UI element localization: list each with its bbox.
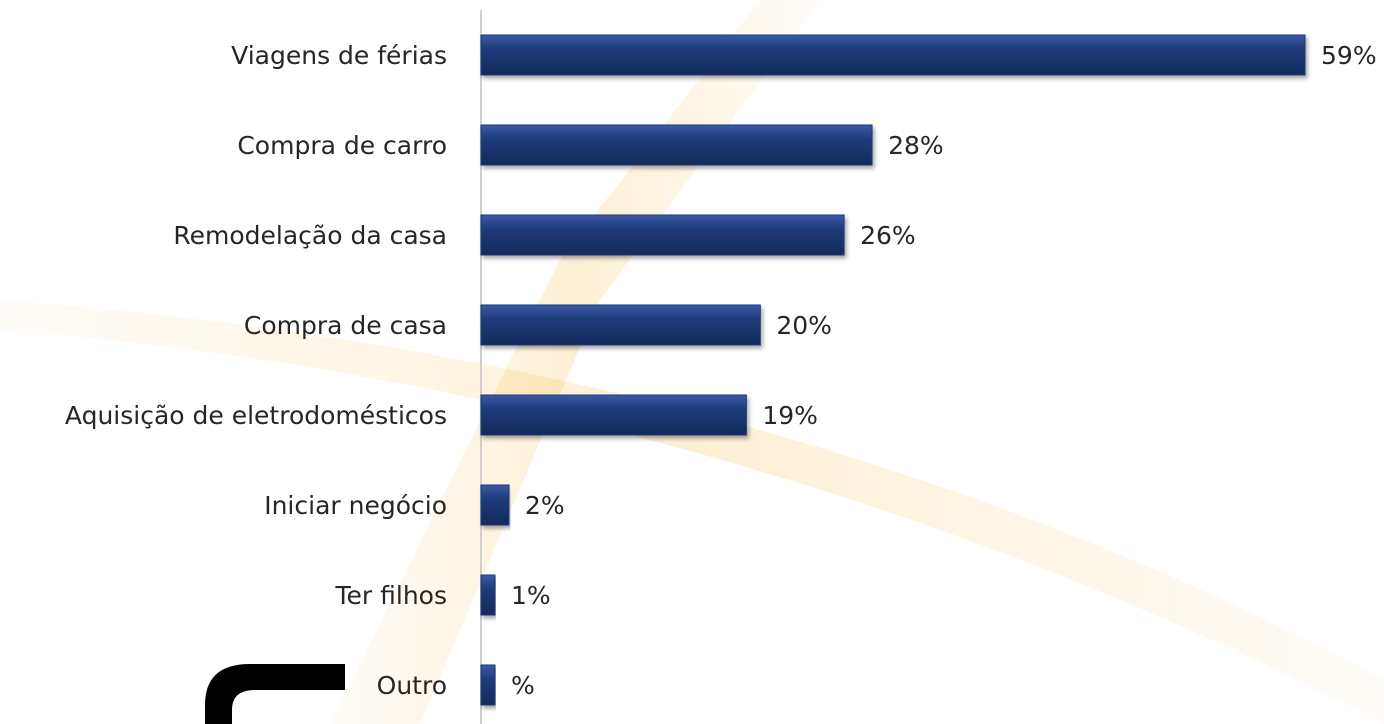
bar — [480, 34, 1306, 76]
y-tick-label: Ter filhos — [335, 581, 448, 610]
bar — [480, 214, 845, 256]
bar — [480, 574, 496, 616]
y-tick-label: Compra de carro — [237, 131, 447, 160]
y-tick-label: Iniciar negócio — [264, 491, 447, 520]
value-label: 1% — [511, 581, 551, 610]
y-tick-label: Outro — [377, 671, 447, 700]
y-tick-label: Aquisição de eletrodomésticos — [65, 401, 447, 430]
value-label: 26% — [860, 221, 916, 250]
bar — [480, 394, 747, 436]
bar — [480, 124, 873, 166]
value-label: 20% — [776, 311, 832, 340]
bar — [480, 664, 496, 706]
value-label: 19% — [762, 401, 818, 430]
value-label: 59% — [1321, 41, 1377, 70]
bar — [480, 484, 510, 526]
y-tick-label: Compra de casa — [244, 311, 447, 340]
y-tick-label: Viagens de férias — [231, 41, 447, 70]
value-label: 2% — [525, 491, 565, 520]
bar — [480, 304, 761, 346]
value-label: 28% — [888, 131, 944, 160]
value-label: % — [511, 671, 535, 700]
bracket-decoration — [205, 664, 345, 724]
y-tick-label: Remodelação da casa — [173, 221, 447, 250]
